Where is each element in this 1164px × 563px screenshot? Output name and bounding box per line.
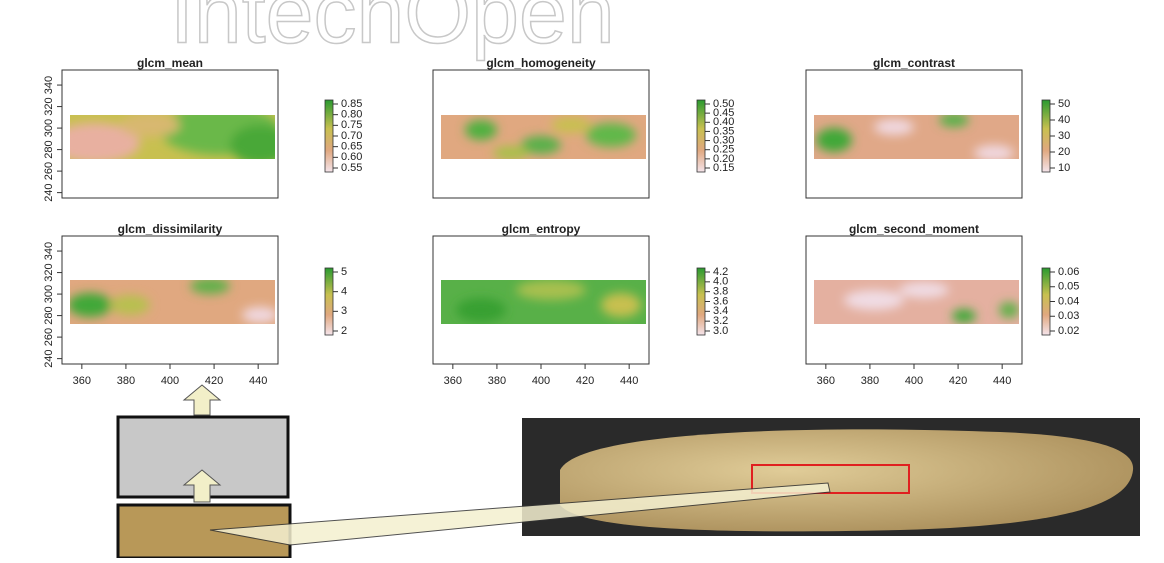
colorbar-label: 0.15 xyxy=(713,162,734,174)
colorbar-label: 20 xyxy=(1058,146,1070,158)
x-tick-label: 420 xyxy=(205,375,223,387)
colorbar-label: 3.8 xyxy=(713,286,728,298)
heatmap xyxy=(814,115,1019,159)
panel-title: glcm_contrast xyxy=(873,56,955,70)
colorbar-label: 0.45 xyxy=(713,107,734,119)
colorbar-label: 0.02 xyxy=(1058,325,1079,337)
colorbar xyxy=(696,267,706,336)
panel-title: glcm_second_moment xyxy=(849,222,979,236)
colorbar-label: 0.80 xyxy=(341,109,362,121)
heatmap xyxy=(70,280,275,324)
colorbar xyxy=(1041,267,1051,336)
heatmap xyxy=(441,280,646,324)
y-tick-label: 320 xyxy=(43,97,55,115)
colorbar-label: 40 xyxy=(1058,114,1070,126)
plot-frame xyxy=(805,69,1023,199)
colorbar-label: 3 xyxy=(341,305,347,317)
colorbar-label: 3.0 xyxy=(713,325,728,337)
colorbar-label: 0.40 xyxy=(713,116,734,128)
x-tick-label: 420 xyxy=(949,375,967,387)
colorbar-label: 3.2 xyxy=(713,315,728,327)
colorbar-label: 50 xyxy=(1058,98,1070,110)
y-tick-label: 300 xyxy=(43,285,55,303)
colorbar-label: 0.70 xyxy=(341,130,362,142)
colorbar-label: 0.25 xyxy=(713,144,734,156)
colorbar xyxy=(1041,99,1051,173)
watermark: IntechOpen xyxy=(170,0,615,62)
y-tick-label: 240 xyxy=(43,349,55,367)
x-tick-label: 360 xyxy=(817,375,835,387)
panel-title: glcm_homogeneity xyxy=(486,56,596,70)
colorbar-label: 0.35 xyxy=(713,125,734,137)
x-tick-label: 440 xyxy=(620,375,638,387)
x-tick-label: 400 xyxy=(905,375,923,387)
colorbar-label: 0.06 xyxy=(1058,266,1079,278)
x-tick-label: 400 xyxy=(532,375,550,387)
colorbar xyxy=(696,99,706,173)
x-tick-label: 360 xyxy=(73,375,91,387)
colorbar-label: 4.2 xyxy=(713,266,728,278)
x-tick-label: 380 xyxy=(861,375,879,387)
y-tick-label: 280 xyxy=(43,140,55,158)
panel-title: glcm_mean xyxy=(137,56,203,70)
zoom-wedge xyxy=(209,482,831,546)
x-tick-label: 440 xyxy=(249,375,267,387)
colorbar-label: 0.55 xyxy=(341,162,362,174)
y-tick-label: 300 xyxy=(43,119,55,137)
x-tick-label: 380 xyxy=(117,375,135,387)
plot-frame xyxy=(432,69,650,199)
colorbar-label: 4.0 xyxy=(713,276,728,288)
y-tick-label: 280 xyxy=(43,306,55,324)
y-tick-label: 340 xyxy=(43,76,55,94)
colorbar-label: 0.05 xyxy=(1058,281,1079,293)
colorbar-label: 0.85 xyxy=(341,98,362,110)
y-tick-label: 320 xyxy=(43,263,55,281)
colorbar-label: 0.65 xyxy=(341,141,362,153)
colorbar-label: 0.75 xyxy=(341,119,362,131)
colorbar-label: 3.6 xyxy=(713,295,728,307)
arrow xyxy=(182,384,222,416)
colorbar-label: 2 xyxy=(341,325,347,337)
y-tick-label: 260 xyxy=(43,162,55,180)
colorbar-label: 30 xyxy=(1058,130,1070,142)
colorbar-label: 0.04 xyxy=(1058,295,1079,307)
potato xyxy=(560,429,1134,532)
colorbar-label: 0.60 xyxy=(341,151,362,163)
plot-frame xyxy=(61,69,279,199)
heatmap xyxy=(70,115,275,159)
heatmap xyxy=(441,115,646,159)
color-patch xyxy=(116,503,292,560)
heatmap xyxy=(814,280,1019,324)
x-tick-label: 400 xyxy=(161,375,179,387)
colorbar-label: 0.03 xyxy=(1058,310,1079,322)
colorbar-label: 4 xyxy=(341,286,347,298)
colorbar xyxy=(324,267,334,336)
x-tick-label: 440 xyxy=(993,375,1011,387)
arrow xyxy=(182,469,222,503)
y-tick-label: 340 xyxy=(43,242,55,260)
roi-box xyxy=(751,464,910,494)
y-tick-label: 240 xyxy=(43,183,55,201)
colorbar-label: 0.30 xyxy=(713,134,734,146)
panel-title: glcm_dissimilarity xyxy=(118,222,223,236)
x-tick-label: 380 xyxy=(488,375,506,387)
x-tick-label: 360 xyxy=(444,375,462,387)
y-tick-label: 260 xyxy=(43,328,55,346)
colorbar-label: 3.4 xyxy=(713,305,728,317)
colorbar-label: 0.50 xyxy=(713,98,734,110)
panel-title: glcm_entropy xyxy=(502,222,581,236)
colorbar-label: 5 xyxy=(341,266,347,278)
colorbar-label: 0.20 xyxy=(713,153,734,165)
x-tick-label: 420 xyxy=(576,375,594,387)
colorbar xyxy=(324,99,334,173)
colorbar-label: 10 xyxy=(1058,162,1070,174)
